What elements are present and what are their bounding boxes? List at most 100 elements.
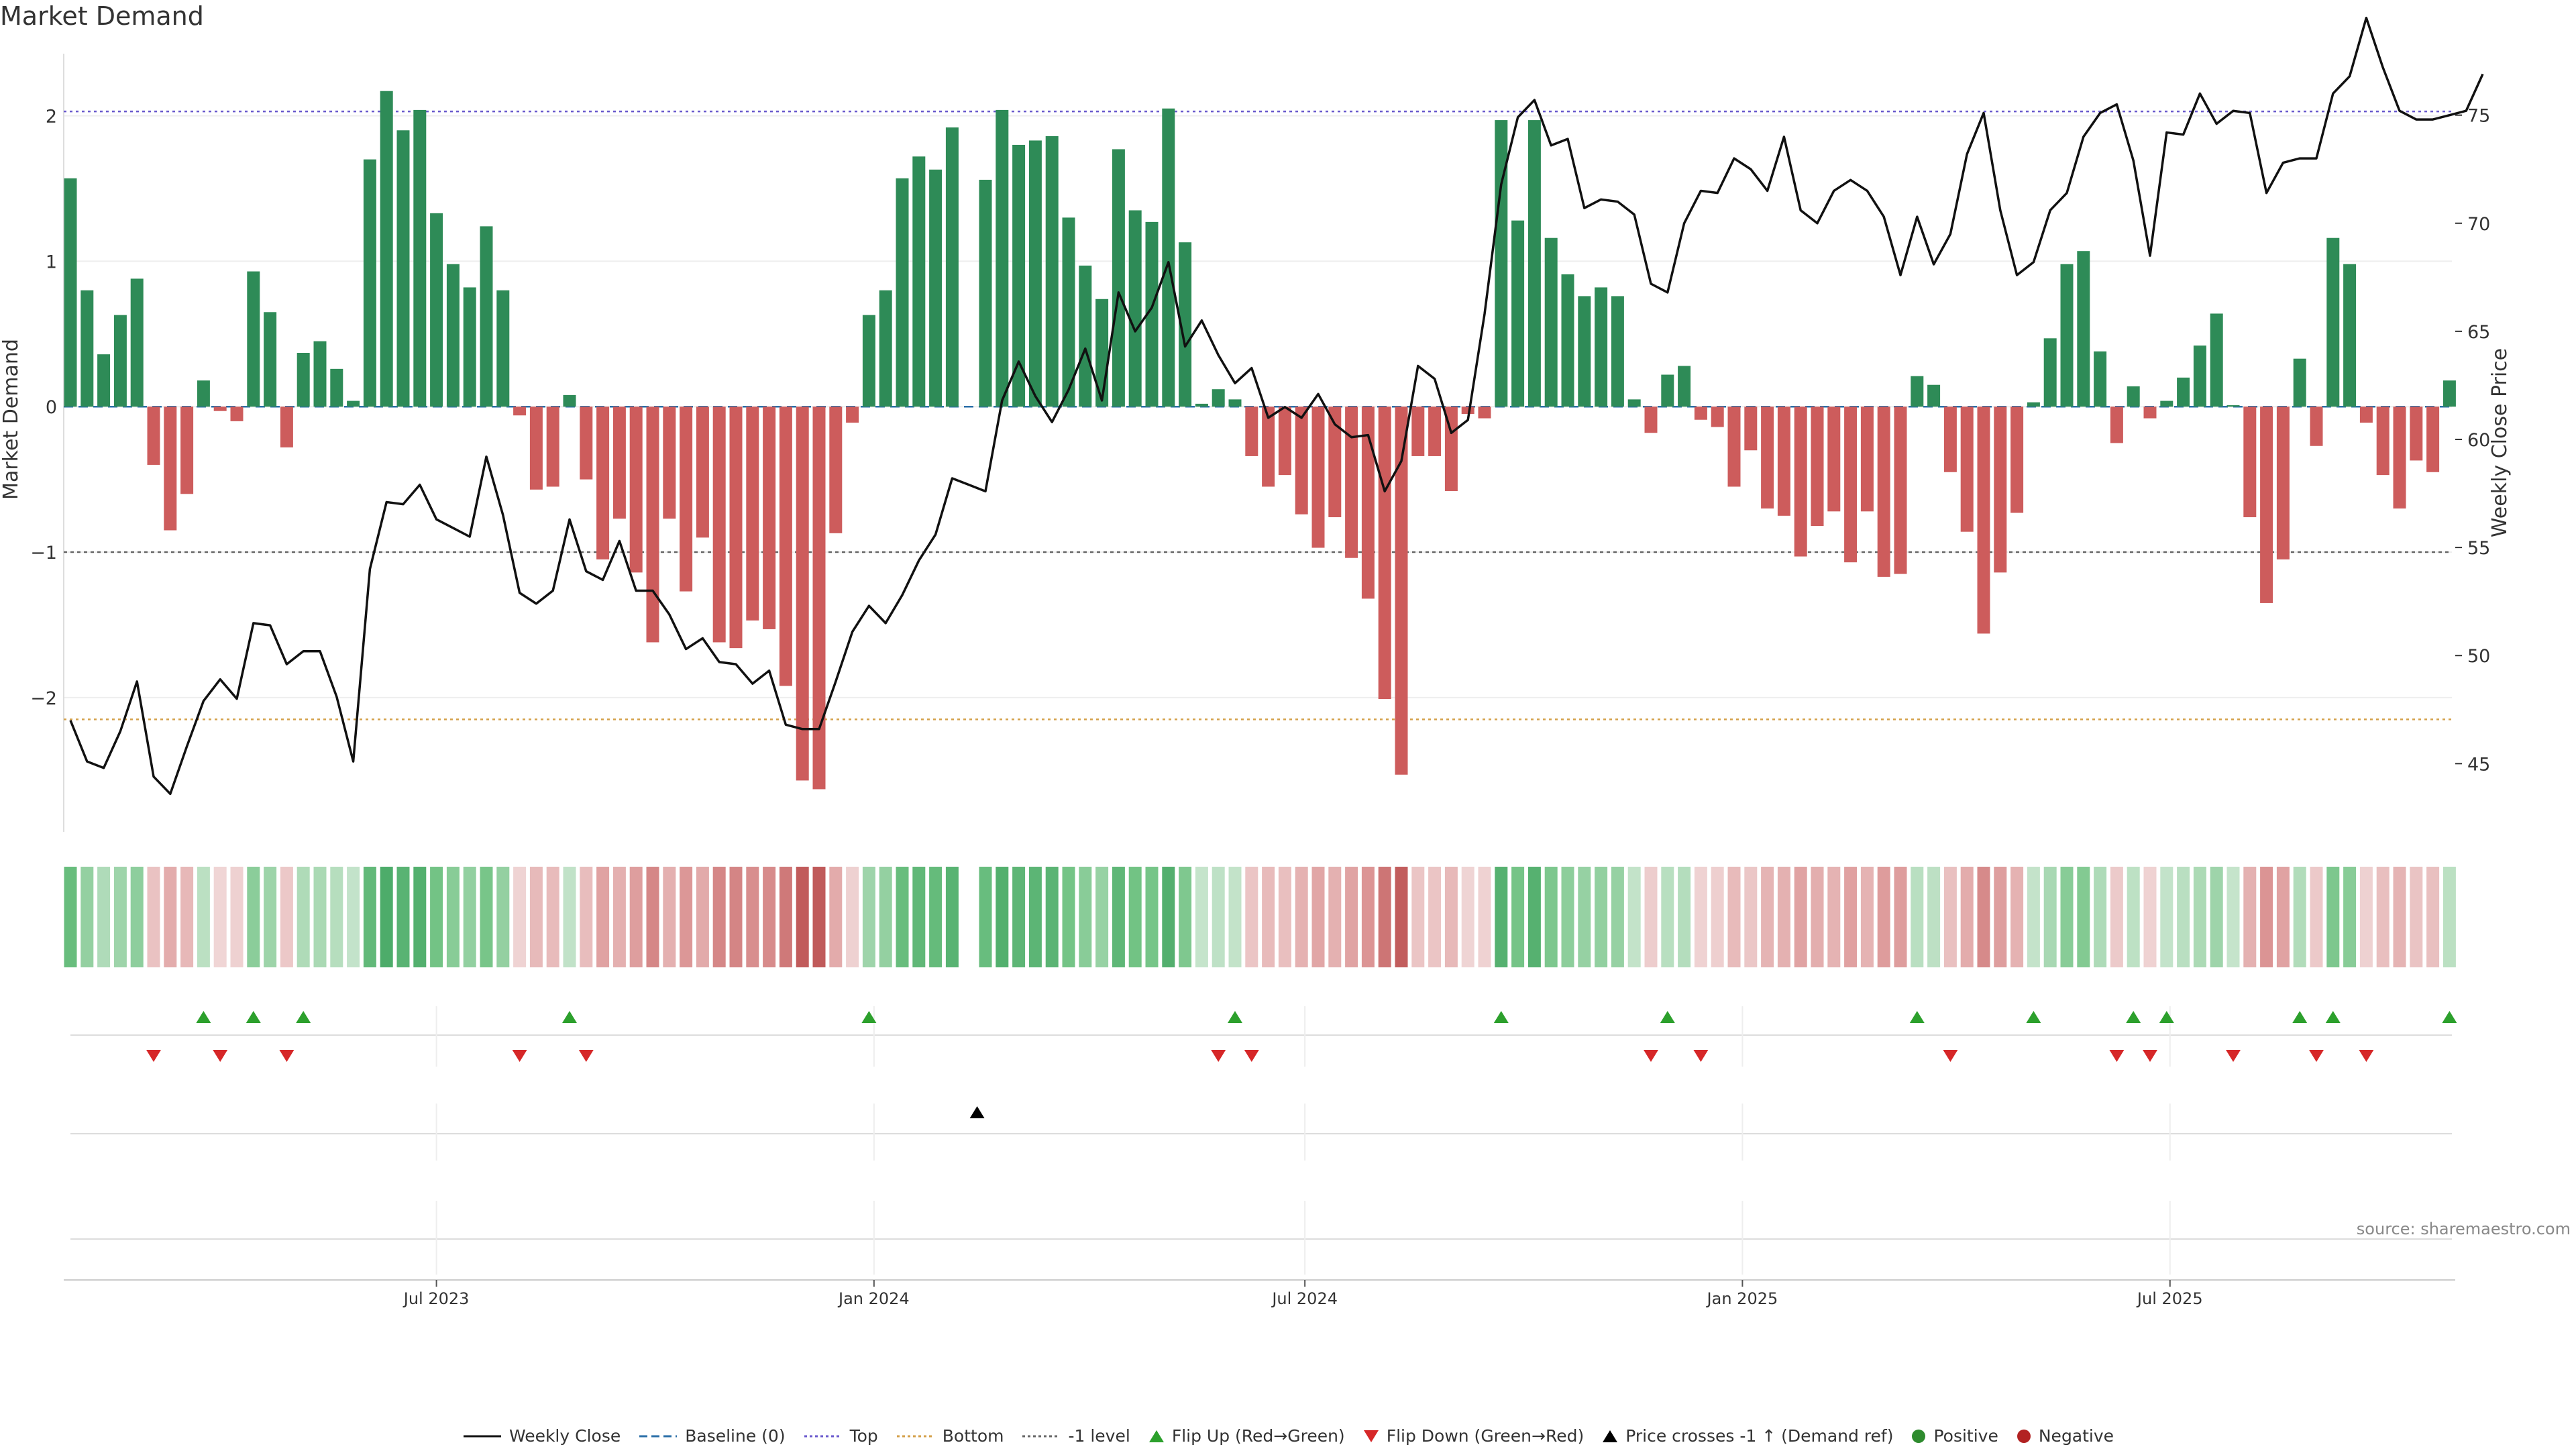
demand-bar-positive <box>1228 399 1242 407</box>
heat-cell <box>1627 867 1641 967</box>
demand-bar-positive <box>979 179 992 407</box>
heat-cell <box>812 867 826 967</box>
heat-cell <box>879 867 892 967</box>
demand-bar-positive <box>1561 274 1574 407</box>
heat-cell <box>1894 867 1907 967</box>
heat-cell <box>2243 867 2257 967</box>
demand-bar-positive <box>996 109 1009 407</box>
demand-bar-negative <box>646 407 659 643</box>
flip-down-marker <box>279 1050 294 1062</box>
heat-cell <box>2060 867 2074 967</box>
legend-item: Flip Up (Red→Green) <box>1148 1426 1345 1446</box>
heat-cell <box>996 867 1009 967</box>
flip-down-marker <box>578 1050 594 1062</box>
demand-bar-negative <box>1811 407 1824 527</box>
demand-bar-negative <box>1311 407 1325 548</box>
demand-bar-positive <box>1028 140 1042 407</box>
y2-tick-label: 60 <box>2467 430 2490 451</box>
demand-bar-positive <box>1128 210 1142 407</box>
heat-cell <box>979 867 992 967</box>
heat-cell <box>2077 867 2090 967</box>
heat-cell <box>330 867 343 967</box>
demand-bar-positive <box>97 354 111 407</box>
flip-down-marker <box>146 1050 161 1062</box>
heat-cell <box>1079 867 1092 967</box>
demand-bar-positive <box>2193 345 2206 407</box>
heat-cell <box>629 867 643 967</box>
demand-bar-positive <box>1611 296 1624 407</box>
heat-cell <box>1877 867 1890 967</box>
flip-up-marker <box>296 1011 311 1023</box>
legend-label: Baseline (0) <box>685 1426 786 1446</box>
legend-item: Flip Down (Green→Red) <box>1362 1426 1584 1446</box>
legend-item: Price crosses -1 ↑ (Demand ref) <box>1601 1426 1893 1446</box>
demand-bar-positive <box>1112 149 1125 407</box>
heat-cell <box>1711 867 1724 967</box>
demand-bar-negative <box>1960 407 1974 532</box>
heat-cell <box>580 867 593 967</box>
heat-cell <box>2376 867 2390 967</box>
demand-bar-positive <box>1079 265 1092 407</box>
flip-markers-panel <box>70 1006 2457 1067</box>
heat-cell <box>1794 867 1807 967</box>
heat-cell <box>1694 867 1707 967</box>
heat-cell <box>1179 867 1192 967</box>
demand-bar-negative <box>680 407 693 592</box>
demand-bar-positive <box>247 271 260 407</box>
dotted-line-icon <box>896 1435 934 1437</box>
heat-cell <box>1644 867 1658 967</box>
heat-cell <box>563 867 576 967</box>
demand-bar-negative <box>164 407 177 531</box>
heat-cell <box>1461 867 1474 967</box>
heat-cell <box>2094 867 2107 967</box>
demand-bar-positive <box>1012 144 1026 407</box>
heat-cell <box>463 867 476 967</box>
chart-title: Market Demand <box>0 1 204 31</box>
heat-cell <box>297 867 310 967</box>
demand-bar-negative <box>147 407 160 465</box>
heat-cell <box>2160 867 2174 967</box>
heat-cell <box>2043 867 2057 967</box>
demand-bar-negative <box>180 407 194 494</box>
heat-cell <box>64 867 77 967</box>
flip-up-marker <box>246 1011 261 1023</box>
flip-up-marker <box>196 1011 211 1023</box>
demand-bar-negative <box>513 407 527 416</box>
heat-cell <box>2359 867 2373 967</box>
heat-cell <box>546 867 559 967</box>
right-axis-ticks: 45 50 55 60 65 70 75 <box>2455 106 2490 775</box>
demand-bar-positive <box>264 312 277 407</box>
demand-bar-negative <box>2310 407 2323 446</box>
demand-bar-negative <box>230 407 244 421</box>
heat-cell <box>130 867 144 967</box>
demand-bar-negative <box>763 407 776 629</box>
heat-cell <box>213 867 227 967</box>
x-tick-label: Jul 2024 <box>1271 1289 1338 1308</box>
demand-bar-negative <box>846 407 859 423</box>
heat-cell <box>1262 867 1275 967</box>
demand-bar-negative <box>1777 407 1790 516</box>
demand-bar-positive <box>2094 351 2107 407</box>
demand-bar-negative <box>1262 407 1275 487</box>
heat-cell <box>596 867 610 967</box>
price-line <box>69 16 2484 796</box>
flip-up-marker <box>562 1011 577 1023</box>
y-tick-label: 2 <box>46 107 57 127</box>
heat-cell <box>2293 867 2306 967</box>
heat-cell <box>1328 867 1342 967</box>
heat-cell <box>230 867 244 967</box>
heat-cell <box>180 867 194 967</box>
demand-bar-negative <box>1877 407 1890 577</box>
demand-bar-negative <box>812 407 826 790</box>
demand-bar-positive <box>2293 358 2306 407</box>
heat-cell <box>1527 867 1541 967</box>
demand-bar-negative <box>612 407 626 519</box>
heat-cell <box>862 867 875 967</box>
demand-bar-positive <box>297 352 310 407</box>
demand-bar-negative <box>1711 407 1724 427</box>
heat-cell <box>1145 867 1159 967</box>
demand-bar-negative <box>213 407 227 411</box>
heat-cell <box>829 867 843 967</box>
heat-cell <box>1595 867 1608 967</box>
flip-down-marker <box>2226 1050 2241 1062</box>
